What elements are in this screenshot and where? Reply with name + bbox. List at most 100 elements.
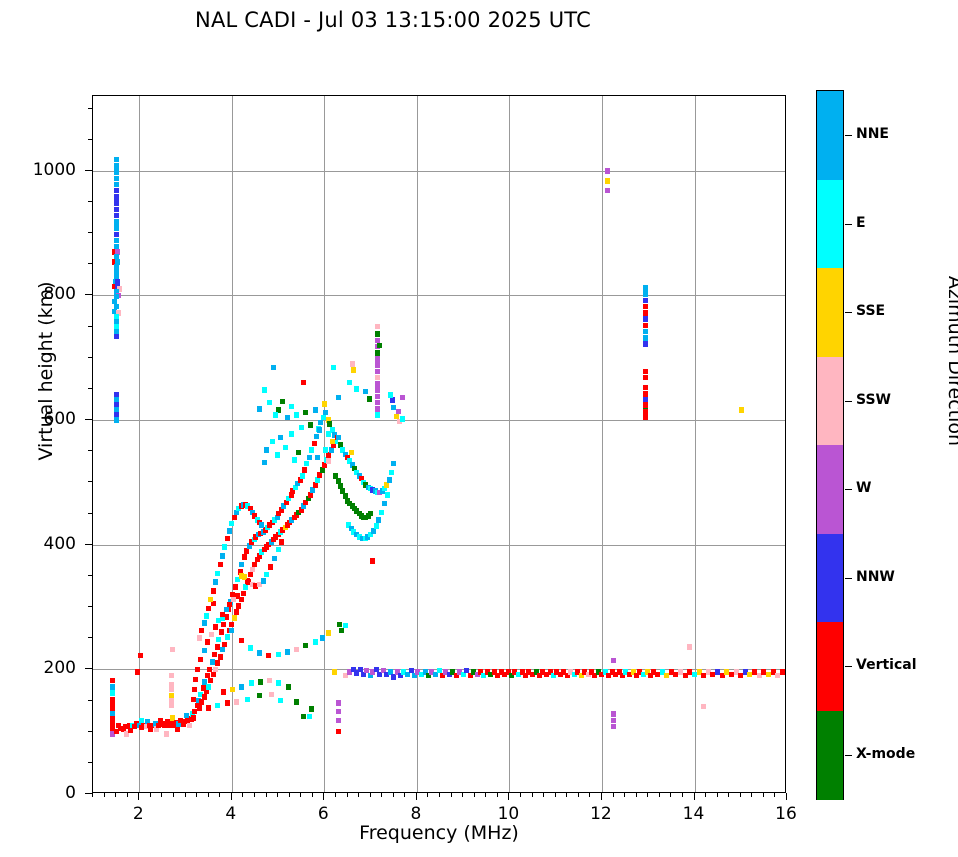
echo-point: [264, 571, 270, 578]
y-tick-major: [85, 169, 92, 171]
echo-point: [199, 627, 205, 634]
echo-point: [231, 596, 237, 603]
echo-point: [344, 454, 350, 461]
colorbar-segment-sse: [817, 268, 843, 357]
echo-point: [611, 723, 617, 730]
echo-point: [325, 458, 331, 464]
echo-point: [247, 645, 253, 651]
x-tick-minor: [334, 793, 336, 797]
echo-point: [659, 669, 665, 675]
echo-point: [354, 531, 360, 538]
echo-point: [304, 460, 310, 467]
echo-point: [363, 388, 369, 395]
echo-point: [643, 297, 649, 304]
echo-point: [408, 667, 414, 674]
echo-point: [643, 384, 649, 391]
echo-point: [268, 564, 274, 570]
x-tick-label: 16: [775, 804, 797, 824]
echo-point: [643, 310, 649, 316]
echo-point: [345, 522, 351, 528]
echo-point: [126, 722, 132, 729]
echo-point: [512, 669, 518, 675]
x-tick-minor: [566, 793, 568, 797]
echo-point: [127, 727, 133, 733]
echo-point: [113, 402, 119, 408]
echo-point: [388, 469, 394, 476]
echo-point: [238, 637, 244, 644]
echo-point: [284, 414, 290, 421]
echo-point: [293, 484, 299, 491]
echo-point: [109, 684, 115, 690]
echo-point: [223, 606, 229, 613]
colorbar-segment-e: [817, 179, 843, 269]
y-tick-label: 600: [43, 409, 76, 430]
echo-point: [339, 627, 345, 634]
y-tick-minor: [88, 512, 92, 514]
echo-point: [266, 652, 272, 659]
echo-point: [288, 431, 294, 437]
echo-point: [335, 717, 341, 724]
echo-point: [261, 459, 267, 466]
echo-point: [201, 620, 207, 626]
echo-point: [359, 535, 365, 542]
echo-point: [233, 609, 239, 615]
echo-point: [219, 629, 225, 635]
echo-point: [227, 601, 233, 608]
echo-point: [432, 671, 438, 678]
echo-point: [210, 671, 216, 678]
echo-point: [224, 700, 230, 706]
echo-point: [213, 666, 219, 673]
x-tick-label: 10: [497, 804, 520, 824]
echo-point: [243, 584, 249, 590]
echo-point: [564, 672, 570, 679]
echo-point: [294, 412, 300, 418]
echo-point: [114, 259, 120, 265]
echo-point: [273, 412, 279, 418]
echo-point: [109, 706, 115, 712]
colorbar-label-vertical: Vertical: [856, 657, 917, 674]
echo-point: [377, 671, 383, 678]
echo-point: [340, 447, 346, 453]
echo-point: [325, 417, 331, 423]
echo-point: [113, 417, 119, 423]
echo-point: [113, 244, 119, 250]
echo-point: [202, 679, 208, 685]
echo-point: [206, 605, 212, 612]
echo-point: [113, 181, 119, 188]
x-tick-minor: [450, 793, 452, 797]
echo-point: [111, 308, 117, 315]
echo-point: [412, 672, 418, 679]
echo-point: [547, 669, 553, 675]
echo-point: [691, 671, 697, 678]
echo-point: [186, 722, 192, 729]
colorbar-label-w: W: [856, 480, 872, 497]
x-tick-minor: [577, 793, 579, 797]
echo-point: [220, 646, 226, 653]
echo-point: [211, 651, 217, 658]
echo-point: [274, 452, 280, 458]
echo-point: [109, 696, 115, 703]
echo-point: [340, 488, 346, 494]
echo-point: [242, 554, 248, 560]
echo-point: [109, 701, 115, 708]
echo-point: [375, 374, 381, 381]
echo-point: [396, 418, 402, 425]
x-tick-minor: [346, 793, 348, 797]
echo-point: [229, 520, 235, 527]
echo-point: [285, 495, 291, 502]
echo-point: [387, 392, 393, 398]
echo-point: [526, 669, 532, 675]
x-tick-minor: [126, 793, 128, 797]
y-tick-minor: [88, 107, 92, 109]
echo-point: [261, 387, 267, 393]
echo-point: [245, 696, 251, 703]
echo-point: [338, 483, 344, 489]
echo-point: [109, 677, 115, 684]
echo-point: [381, 500, 387, 507]
x-tick-minor: [184, 793, 186, 797]
echo-point: [643, 291, 649, 297]
echo-point: [701, 672, 707, 679]
y-tick-label: 200: [43, 658, 76, 679]
y-tick-minor: [88, 232, 92, 234]
echo-point: [375, 350, 381, 356]
